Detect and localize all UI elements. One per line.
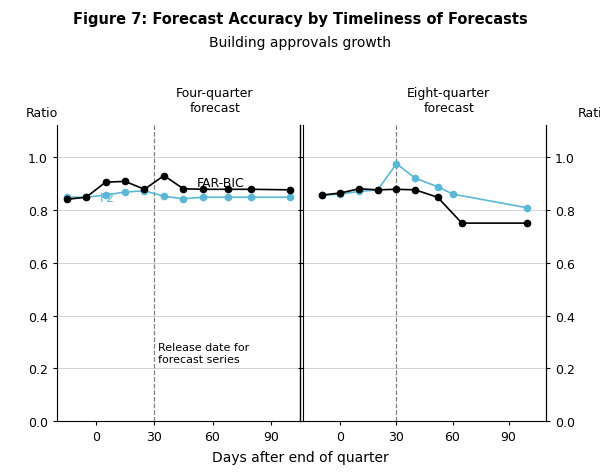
Text: Four-quarter
forecast: Four-quarter forecast [176, 86, 254, 114]
Text: F2: F2 [100, 192, 115, 205]
Text: Eight-quarter
forecast: Eight-quarter forecast [407, 86, 490, 114]
Text: FAR-BIC: FAR-BIC [197, 176, 245, 189]
Text: Figure 7: Forecast Accuracy by Timeliness of Forecasts: Figure 7: Forecast Accuracy by Timelines… [73, 12, 527, 27]
Text: Building approvals growth: Building approvals growth [209, 36, 391, 50]
Text: Days after end of quarter: Days after end of quarter [212, 450, 388, 464]
Text: Ratio: Ratio [578, 107, 600, 120]
Text: Release date for
forecast series: Release date for forecast series [158, 342, 250, 364]
Text: Ratio: Ratio [25, 107, 58, 120]
